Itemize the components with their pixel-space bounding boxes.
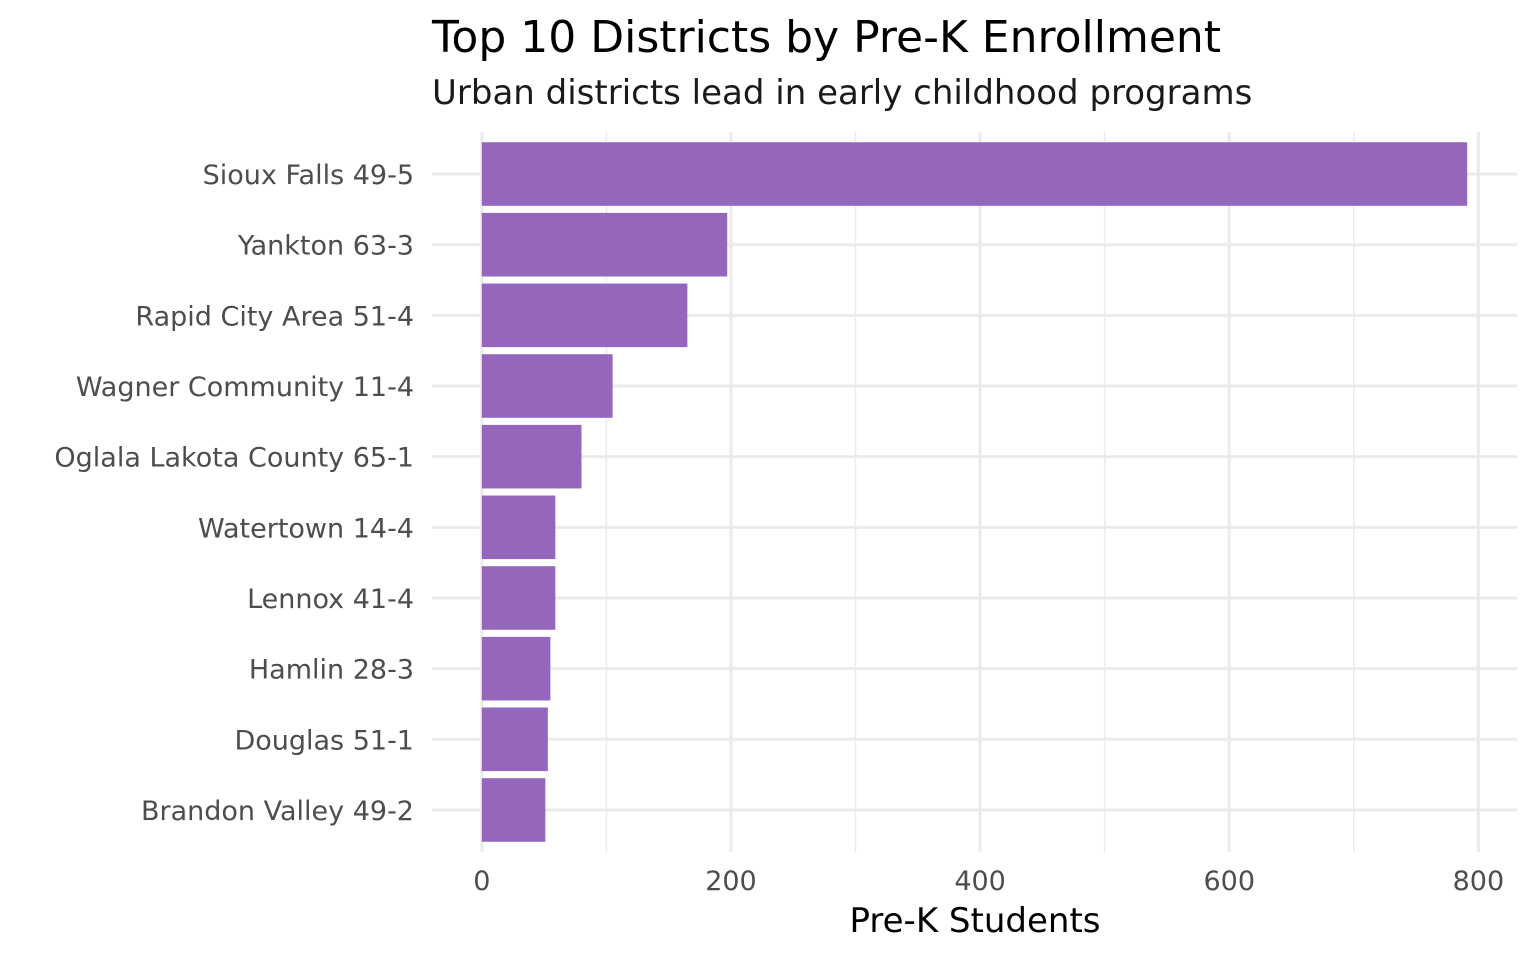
y-tick-label: Yankton 63-3 — [237, 231, 414, 262]
y-tick-label: Rapid City Area 51-4 — [135, 301, 414, 332]
x-tick-label: 400 — [954, 866, 1006, 897]
bar — [481, 495, 556, 560]
x-tick-label: 0 — [473, 866, 490, 897]
y-tick-label: Hamlin 28-3 — [249, 655, 414, 686]
x-tick-label: 600 — [1203, 866, 1255, 897]
y-tick-label: Brandon Valley 49-2 — [141, 796, 414, 827]
chart-title: Top 10 Districts by Pre-K Enrollment — [431, 12, 1221, 63]
y-tick-label: Oglala Lakota County 65-1 — [54, 443, 414, 474]
bar — [481, 424, 582, 489]
y-tick-label: Lennox 41-4 — [247, 584, 414, 615]
bar — [481, 636, 551, 701]
bar — [481, 212, 728, 277]
y-tick-label: Douglas 51-1 — [234, 725, 414, 756]
y-tick-label: Watertown 14-4 — [198, 513, 414, 544]
x-tick-label: 800 — [1453, 866, 1505, 897]
bar — [481, 566, 556, 630]
y-tick-label: Sioux Falls 49-5 — [203, 160, 414, 191]
bar — [481, 707, 548, 772]
bar — [481, 283, 688, 348]
bar — [481, 778, 546, 842]
x-axis-title: Pre-K Students — [850, 901, 1101, 941]
y-tick-label: Wagner Community 11-4 — [76, 372, 414, 403]
x-tick-label: 200 — [705, 866, 757, 897]
bar — [481, 142, 1468, 206]
chart-subtitle: Urban districts lead in early childhood … — [432, 73, 1252, 113]
bar — [481, 354, 613, 418]
